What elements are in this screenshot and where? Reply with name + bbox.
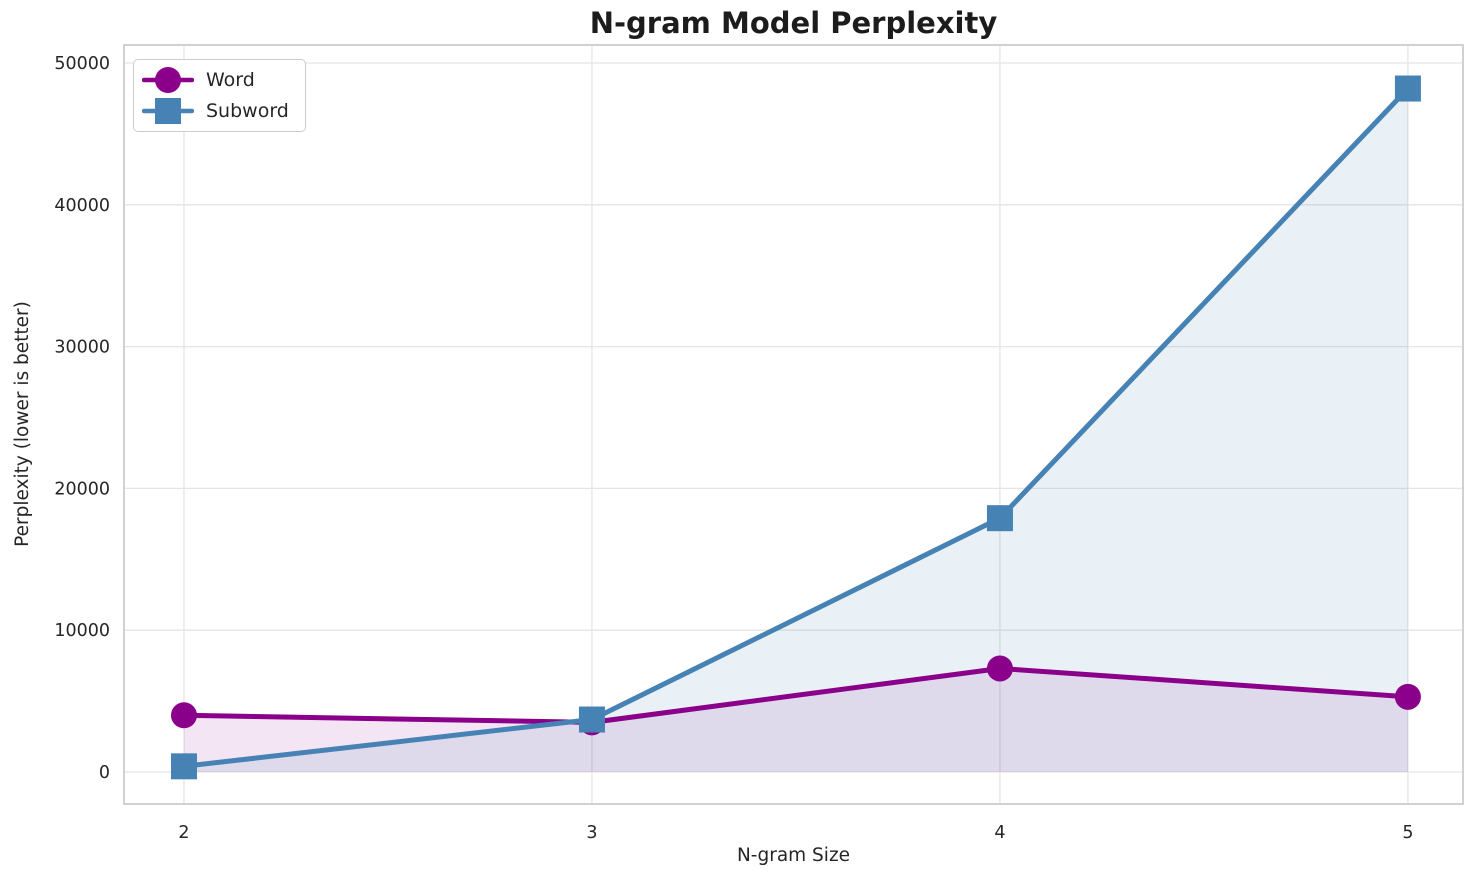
legend: Word Subword — [133, 59, 306, 132]
x-tick-label: 5 — [1402, 823, 1413, 843]
subword-series-fill — [183, 88, 1408, 772]
legend-square-marker — [155, 98, 181, 124]
x-axis-label: N-gram Size — [736, 845, 851, 866]
y-axis-label: Perplexity (lower is better) — [12, 301, 33, 547]
subword-data-point — [986, 505, 1013, 532]
word-series-line — [181, 665, 1411, 725]
subword-series-marker-icon — [142, 98, 194, 124]
legend-label-subword: Subword — [206, 100, 289, 122]
y-tick-label: 20000 — [54, 479, 110, 499]
y-tick-label: 50000 — [54, 54, 110, 74]
x-tick-label: 2 — [178, 823, 189, 843]
legend-label-word: Word — [206, 69, 255, 91]
word-series-fill — [183, 668, 1408, 772]
legend-item-word: Word — [142, 65, 289, 95]
word-data-point — [170, 702, 197, 729]
y-tick-label: 10000 — [54, 621, 110, 641]
subword-data-point — [578, 706, 605, 733]
word-data-point — [1394, 683, 1421, 710]
chart-title: N-gram Model Perplexity — [589, 6, 998, 40]
legend-item-subword: Subword — [142, 96, 289, 126]
x-tick-label: 3 — [586, 823, 597, 843]
y-tick-label: 0 — [99, 763, 110, 783]
y-tick-label: 30000 — [54, 338, 110, 358]
legend-circle-marker — [155, 67, 181, 93]
y-tick-label: 40000 — [54, 196, 110, 216]
word-series-marker-icon — [142, 67, 194, 93]
plot-border — [123, 44, 1464, 805]
word-data-point — [986, 655, 1013, 682]
subword-series-line — [181, 86, 1411, 769]
subword-data-point — [170, 753, 197, 780]
gridlines — [124, 45, 1463, 804]
subword-data-point — [1394, 75, 1421, 102]
x-tick-label: 4 — [994, 823, 1005, 843]
